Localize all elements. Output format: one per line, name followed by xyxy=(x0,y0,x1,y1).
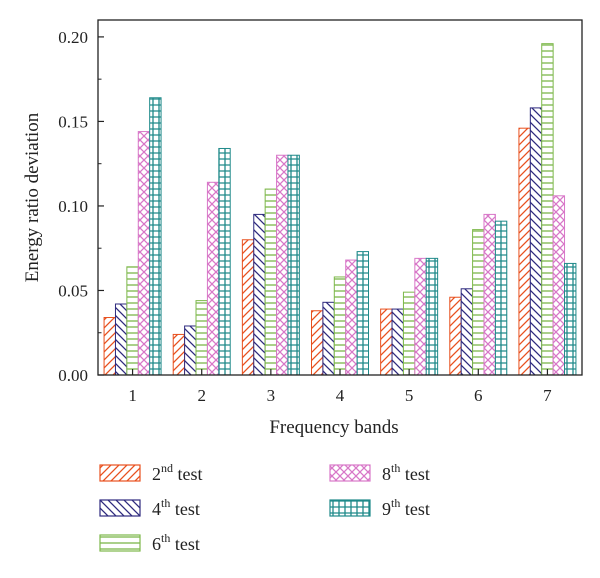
bar-band1-series4 xyxy=(114,303,128,376)
legend-swatch-series4 xyxy=(99,499,141,517)
x-tick-label: 1 xyxy=(128,386,137,405)
bar-band4-series9 xyxy=(356,251,370,376)
legend: 2nd test 4th test 6th test 8th test 9th test xyxy=(99,461,430,554)
legend-label-series4: 4th test xyxy=(152,496,200,519)
bar-band3-series9 xyxy=(287,154,300,376)
bar-band5-series6 xyxy=(402,291,416,376)
legend-label-series2: 2nd test xyxy=(152,461,203,484)
x-tick-label: 7 xyxy=(543,386,552,405)
bar-band5-series2 xyxy=(380,308,393,376)
x-axis-title: Frequency bands xyxy=(269,417,398,438)
bar-band3-series2 xyxy=(241,239,255,376)
bar-band1-series8 xyxy=(137,131,151,376)
legend-swatch-series6 xyxy=(99,534,141,552)
bar-band2-series9 xyxy=(218,147,231,376)
bar-band3-series4 xyxy=(253,213,266,376)
bar-band4-series2 xyxy=(311,310,324,376)
axes-layer: 0.00 0.05 0.10 0.15 0.20 1 2 3 4 5 6 7 Frequency ban… xyxy=(22,19,583,438)
y-tick-label: 0.10 xyxy=(58,197,88,216)
bar-band3-series6 xyxy=(264,188,278,376)
y-tick-label: 0.00 xyxy=(58,366,88,385)
legend-swatch-series9 xyxy=(329,499,371,517)
bar-band3-series8 xyxy=(276,154,289,376)
bar-band7-series6 xyxy=(541,43,554,376)
bar-band6-series9 xyxy=(494,220,508,376)
bar-band1-series6 xyxy=(126,266,139,376)
bar-band6-series6 xyxy=(472,229,485,376)
bar-band5-series4 xyxy=(391,308,404,376)
x-tick-label: 6 xyxy=(474,386,483,405)
legend-swatch-series8 xyxy=(329,464,371,482)
bar-band7-series2 xyxy=(518,127,531,376)
y-tick-label: 0.15 xyxy=(58,112,88,131)
bar-band6-series8 xyxy=(483,213,496,376)
bar-band1-series9 xyxy=(149,97,162,376)
bar-band2-series6 xyxy=(195,300,208,376)
bar-band6-series2 xyxy=(449,296,462,376)
bar-band1-series2 xyxy=(103,317,116,376)
bar-band7-series4 xyxy=(529,107,543,376)
x-tick-label: 4 xyxy=(336,386,345,405)
bar-band4-series4 xyxy=(322,301,335,376)
y-axis-title: Energy ratio deviation xyxy=(22,112,43,282)
legend-label-series9: 9th test xyxy=(382,496,430,519)
bars-layer xyxy=(103,43,577,376)
bar-band4-series6 xyxy=(333,276,347,376)
bar-band7-series8 xyxy=(552,195,566,376)
bar-band5-series8 xyxy=(414,257,427,376)
bar-band6-series4 xyxy=(460,288,474,376)
x-tick-label: 2 xyxy=(197,386,206,405)
legend-label-series6: 6th test xyxy=(152,531,200,554)
bar-band7-series9 xyxy=(564,262,577,376)
bar-band2-series2 xyxy=(172,333,186,376)
bar-band5-series9 xyxy=(425,257,439,376)
x-tick-label: 5 xyxy=(405,386,414,405)
bar-band2-series8 xyxy=(206,181,220,376)
y-tick-label: 0.05 xyxy=(58,281,88,300)
bar-band2-series4 xyxy=(184,325,197,376)
y-tick-label: 0.20 xyxy=(58,28,88,47)
bar-band4-series8 xyxy=(345,259,358,376)
legend-label-series8: 8th test xyxy=(382,461,430,484)
legend-swatch-series2 xyxy=(99,464,141,482)
x-tick-label: 3 xyxy=(267,386,276,405)
